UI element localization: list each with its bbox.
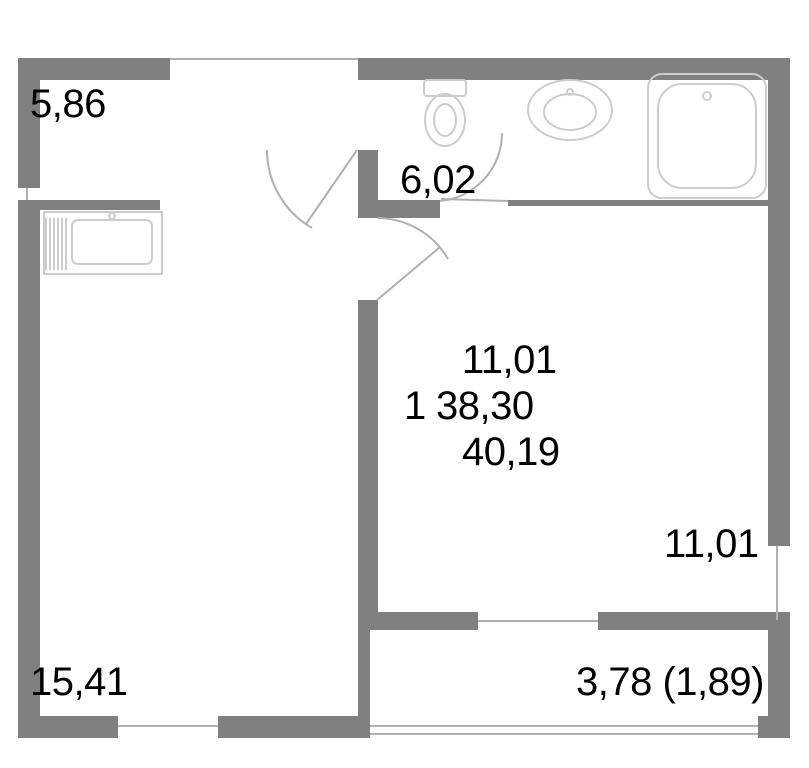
label-kitchen-upper: 5,86 — [30, 82, 106, 127]
label-summary-prefix: 1 — [404, 384, 426, 429]
label-hall: 6,02 — [400, 158, 476, 203]
label-summary-3: 40,19 — [462, 430, 560, 475]
floor-plan: 5,86 6,02 11,01 1 38,30 40,19 11,01 15,4… — [0, 0, 809, 768]
label-room: 11,01 — [664, 522, 759, 567]
label-balcony: 3,78 (1,89) — [576, 660, 764, 705]
label-summary-2: 38,30 — [436, 384, 534, 429]
label-summary-1: 11,01 — [462, 338, 557, 383]
label-kitchen-lower: 15,41 — [30, 660, 128, 705]
